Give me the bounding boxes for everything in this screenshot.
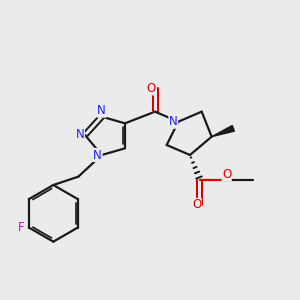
Text: O: O [192,199,201,212]
Text: N: N [97,104,106,117]
Text: N: N [93,148,102,161]
Text: O: O [146,82,156,95]
Text: N: N [76,128,84,142]
Text: F: F [18,221,25,234]
Text: O: O [222,167,231,181]
Polygon shape [212,125,234,137]
Text: N: N [169,115,178,128]
